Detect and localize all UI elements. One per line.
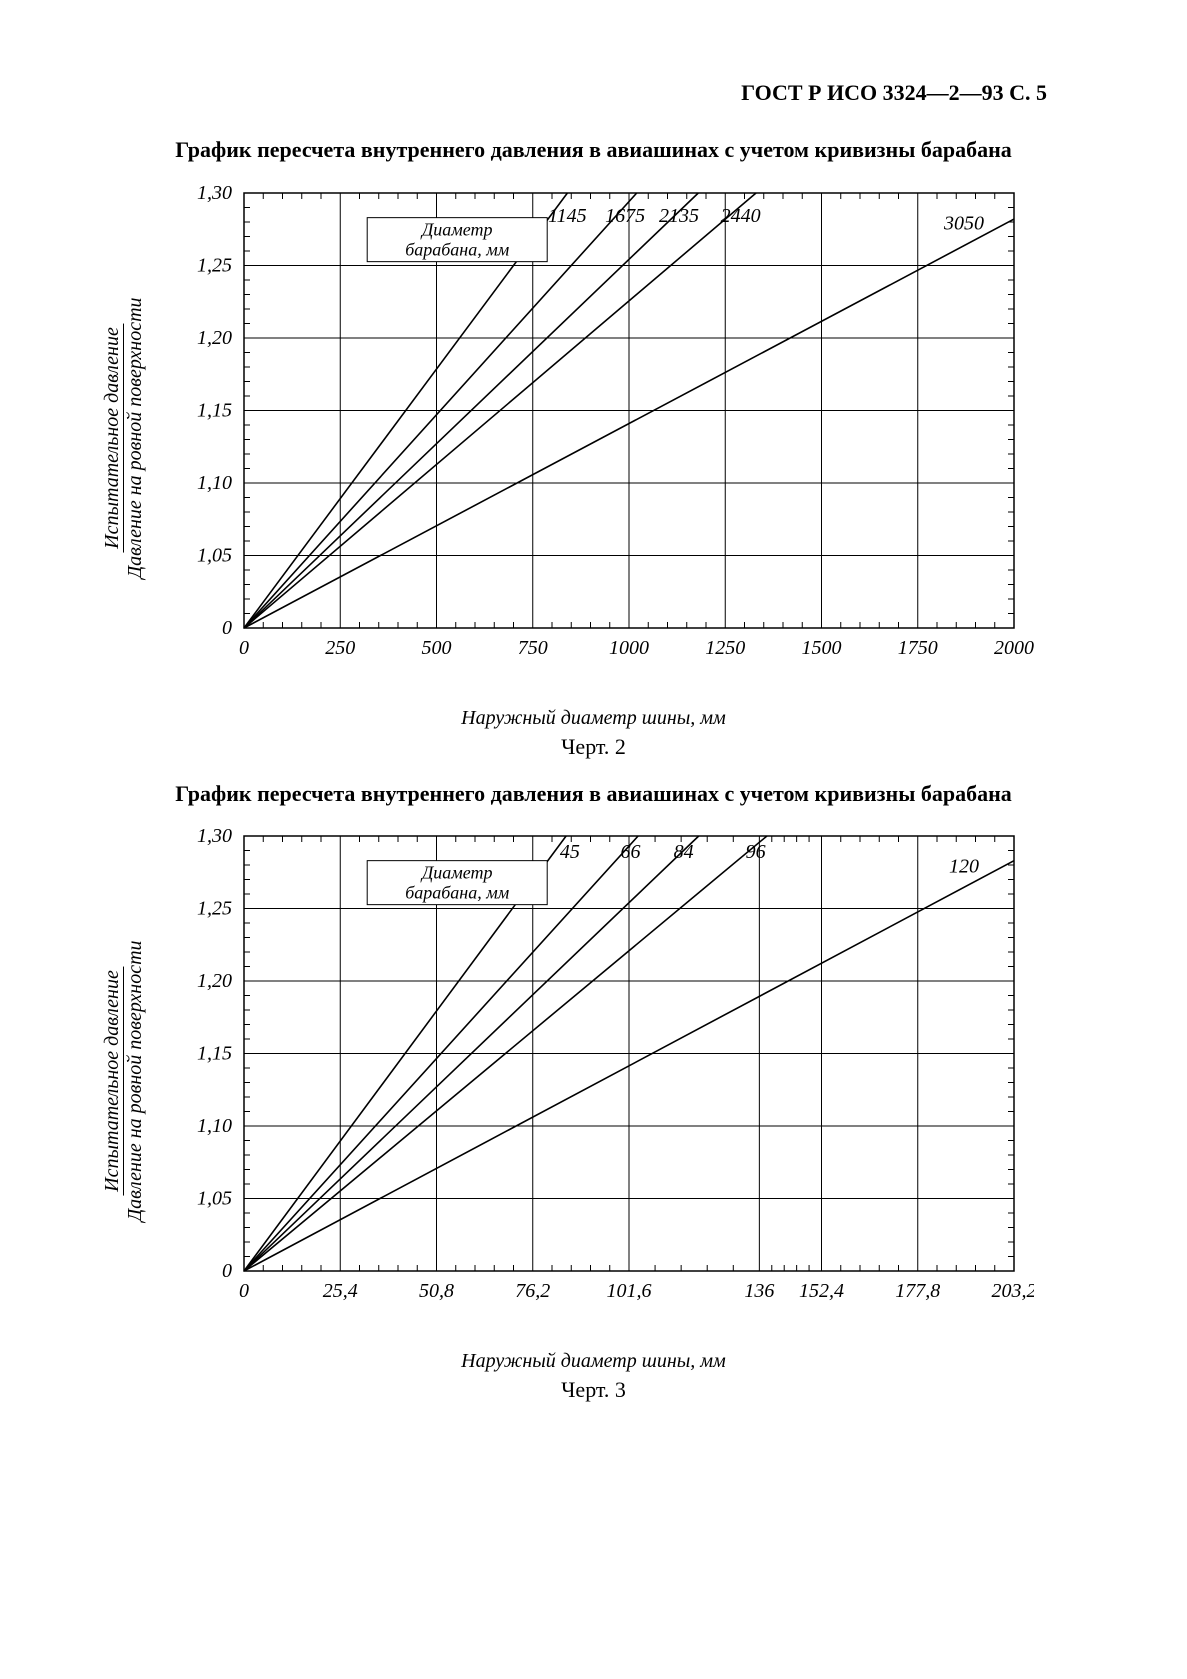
chart-2-xlabel: Наружный диаметр шины, мм [100, 707, 1087, 730]
chart-3-svg: 0 25,4 50,8 76,2 101,6 136 152,4 177,8 203,2 0 1,0… [154, 816, 1034, 1316]
ylabel-denominator: Давление на ровной поверхности [124, 293, 146, 582]
svg-text:1,10: 1,10 [197, 1115, 232, 1137]
chart-3-ylabel: Испытательное давление Давление на ровно… [101, 937, 147, 1226]
svg-text:1,30: 1,30 [197, 825, 232, 847]
svg-text:500: 500 [421, 637, 451, 659]
chart-2-wrap: Испытательное давление Давление на ровно… [154, 173, 1034, 703]
svg-text:50,8: 50,8 [419, 1280, 454, 1302]
svg-text:25,4: 25,4 [322, 1280, 357, 1302]
ylabel-numerator: Испытательное давление [101, 966, 124, 1196]
svg-text:96: 96 [745, 841, 765, 863]
svg-text:84: 84 [673, 841, 693, 863]
svg-text:барабана, мм: барабана, мм [405, 239, 510, 259]
svg-text:250: 250 [325, 637, 355, 659]
svg-text:1145: 1145 [548, 205, 587, 227]
svg-text:0: 0 [239, 1280, 249, 1302]
ylabel-numerator: Испытательное давление [101, 323, 124, 553]
page-header: ГОСТ Р ИСО 3324—2—93 С. 5 [100, 80, 1087, 106]
svg-text:76,2: 76,2 [515, 1280, 550, 1302]
chart-2-caption: Черт. 2 [100, 734, 1087, 760]
chart-3-title: График пересчета внутреннего давления в … [100, 780, 1087, 809]
svg-text:1000: 1000 [609, 637, 649, 659]
svg-text:1,05: 1,05 [197, 544, 232, 566]
chart-3-caption: Черт. 3 [100, 1377, 1087, 1403]
svg-text:136: 136 [744, 1280, 774, 1302]
svg-text:177,8: 177,8 [895, 1280, 940, 1302]
svg-text:152,4: 152,4 [799, 1280, 844, 1302]
svg-text:45: 45 [559, 841, 579, 863]
chart-3-wrap: Испытательное давление Давление на ровно… [154, 816, 1034, 1346]
svg-text:Диаметр: Диаметр [419, 219, 492, 239]
chart-3-block: График пересчета внутреннего давления в … [100, 780, 1087, 1404]
ylabel-denominator: Давление на ровной поверхности [124, 937, 146, 1226]
svg-text:1,20: 1,20 [197, 327, 232, 349]
svg-text:2440: 2440 [720, 205, 760, 227]
chart-2-title: График пересчета внутреннего давления в … [100, 136, 1087, 165]
svg-text:2000: 2000 [994, 637, 1034, 659]
svg-text:1500: 1500 [801, 637, 841, 659]
svg-text:1,05: 1,05 [197, 1188, 232, 1210]
svg-text:1250: 1250 [705, 637, 745, 659]
svg-text:1,20: 1,20 [197, 970, 232, 992]
svg-text:1,25: 1,25 [197, 254, 232, 276]
svg-text:1,10: 1,10 [197, 472, 232, 494]
chart-2-ylabel: Испытательное давление Давление на ровно… [101, 293, 147, 582]
svg-text:0: 0 [239, 637, 249, 659]
chart-2-svg: 0 250 500 750 1000 1250 1500 1750 2000 0 1,05 1,10 1… [154, 173, 1034, 673]
svg-text:1675: 1675 [605, 205, 645, 227]
svg-text:1,15: 1,15 [197, 399, 232, 421]
svg-text:750: 750 [517, 637, 547, 659]
svg-text:Диаметр: Диаметр [419, 863, 492, 883]
svg-text:120: 120 [948, 855, 978, 877]
svg-text:3050: 3050 [942, 212, 983, 234]
svg-text:1750: 1750 [897, 637, 937, 659]
page: ГОСТ Р ИСО 3324—2—93 С. 5 График пересче… [0, 0, 1187, 1679]
svg-text:барабана, мм: барабана, мм [405, 883, 510, 903]
svg-text:1,15: 1,15 [197, 1043, 232, 1065]
svg-text:2135: 2135 [659, 205, 699, 227]
svg-text:0: 0 [222, 1260, 232, 1282]
svg-text:1,25: 1,25 [197, 898, 232, 920]
svg-text:66: 66 [620, 841, 640, 863]
chart-3-xlabel: Наружный диаметр шины, мм [100, 1350, 1087, 1373]
svg-text:0: 0 [222, 617, 232, 639]
svg-text:1,30: 1,30 [197, 182, 232, 204]
chart-2-block: График пересчета внутреннего давления в … [100, 136, 1087, 760]
svg-text:101,6: 101,6 [606, 1280, 651, 1302]
svg-text:203,2: 203,2 [991, 1280, 1034, 1302]
